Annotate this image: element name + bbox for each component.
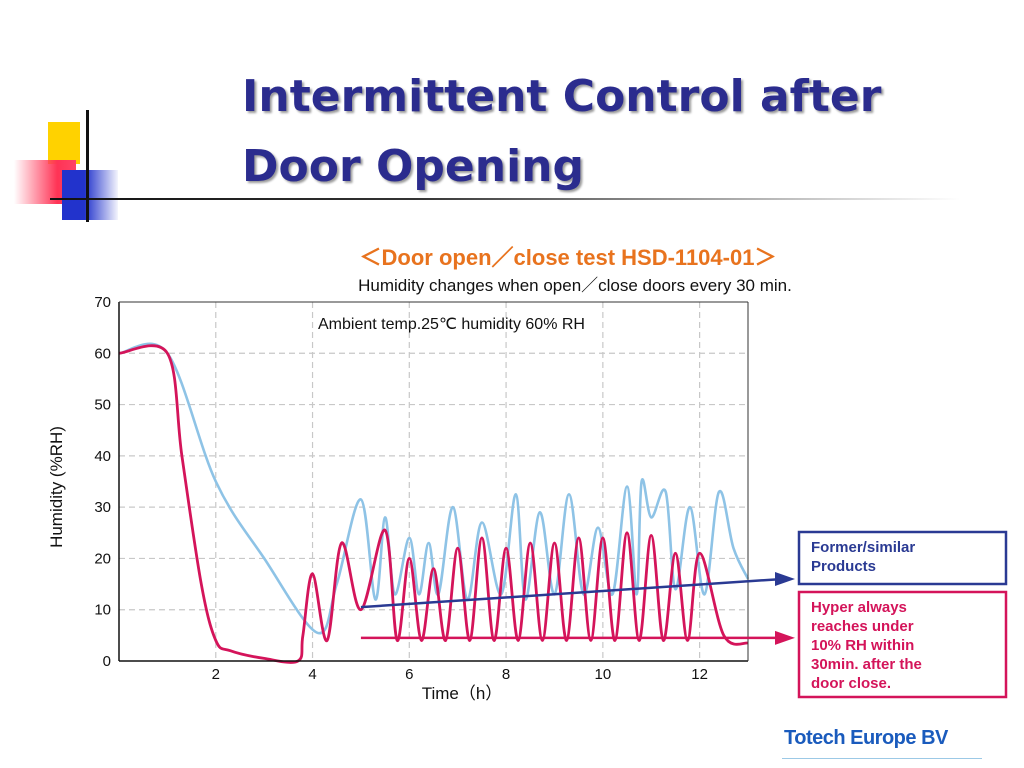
x-tick-label: 8	[502, 666, 510, 683]
slide-title-line-1: Intermittent Control after	[242, 71, 882, 122]
plot-background	[119, 302, 748, 661]
series-layer	[118, 342, 750, 664]
x-tick-label: 6	[405, 666, 413, 683]
humidity-chart: ＜Door open／close test HSD-1104-01＞ Humid…	[47, 245, 1008, 703]
callout-box	[797, 590, 1008, 699]
decor-yellow-square	[48, 122, 80, 164]
x-tick-label: 10	[595, 666, 612, 683]
y-tick-label: 50	[94, 397, 111, 414]
callout-arrow-head	[775, 571, 795, 586]
callout-1: Hyper always reaches under 10% RH within 30…	[360, 590, 1008, 699]
callout-text-line: 30min. after the	[811, 656, 922, 673]
callout-text-line: reaches under	[811, 618, 914, 635]
axes	[118, 301, 749, 662]
title-underline	[50, 198, 960, 200]
y-tick-label: 70	[94, 294, 111, 311]
slide-title: Intermittent Control after Door Opening	[242, 62, 1002, 202]
callout-text-line: Former/similar	[811, 539, 915, 556]
x-axis-label: Time（h）	[422, 684, 503, 703]
y-tick-label: 60	[94, 345, 111, 362]
y-tick-label: 30	[94, 499, 111, 516]
callout-text-line: 10% RH within	[811, 637, 914, 654]
series-line-former-products	[118, 342, 750, 635]
x-tick-label: 12	[691, 666, 708, 683]
ambient-annotation: Ambient temp.25℃ humidity 60% RH	[318, 316, 585, 333]
footer-underline	[782, 758, 982, 759]
callout-arrow-line	[360, 577, 784, 609]
x-tick-label: 2	[212, 666, 220, 683]
callout-0: Former/similar Products	[360, 530, 1008, 609]
series-line-hyper	[118, 344, 749, 664]
chart-subtitle: Humidity changes when open／close doors e…	[358, 276, 792, 295]
tick-labels: 0 10 20 30 40 50 60 70 2 4 6 8 10 12	[94, 294, 708, 683]
footer-company-name: Totech Europe BV	[784, 727, 948, 749]
slide-title-line-2: Door Opening	[242, 141, 584, 192]
decor-vertical-line	[86, 110, 89, 222]
decor-blue-square	[62, 170, 118, 220]
y-tick-label: 0	[103, 653, 111, 670]
callout-text-line: door close.	[811, 675, 891, 692]
plot-area	[119, 302, 748, 661]
callouts: Former/similar Products Hyper always reache…	[360, 530, 1008, 699]
callout-arrow-head	[775, 630, 795, 645]
chart-title: ＜Door open／close test HSD-1104-01＞	[360, 245, 777, 270]
y-axis-label: Humidity (%RH)	[47, 426, 66, 548]
callout-text-line: Hyper always	[811, 599, 907, 616]
callout-box	[797, 530, 1008, 586]
callout-text-line: Products	[811, 558, 876, 575]
y-tick-label: 20	[94, 550, 111, 567]
x-tick-label: 4	[308, 666, 316, 683]
y-tick-label: 10	[94, 602, 111, 619]
y-tick-label: 40	[94, 448, 111, 465]
